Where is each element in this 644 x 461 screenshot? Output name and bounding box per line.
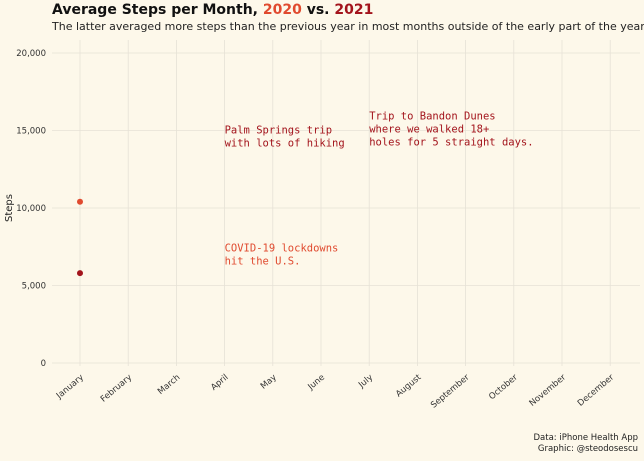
title-vs: vs. — [301, 2, 335, 18]
y-tick-label: 10,000 — [16, 204, 46, 214]
annotation-line: COVID-19 lockdowns — [225, 242, 339, 254]
x-tick-label: July — [356, 373, 375, 391]
title-year-2020: 2020 — [262, 2, 302, 18]
x-tick-label: November — [528, 372, 569, 408]
annotation-line: holes for 5 straight days. — [369, 137, 533, 149]
x-tick-label: May — [259, 373, 279, 392]
annotation-line: Palm Springs trip — [225, 125, 332, 137]
chart-title: Average Steps per Month, 2020 vs. 2021 — [52, 2, 373, 18]
caption-data-source: Data: iPhone Health App — [533, 433, 638, 443]
chart-caption: Data: iPhone Health App Graphic: @steodo… — [534, 433, 638, 455]
y-tick-label: 5,000 — [22, 282, 46, 292]
annotation-line: where we walked 18+ — [369, 124, 489, 136]
y-tick-label: 15,000 — [16, 127, 46, 137]
caption-graphic-credit: Graphic: @steodosescu — [537, 444, 638, 454]
x-tick-label: January — [54, 373, 86, 402]
x-tick-label: June — [306, 373, 327, 393]
x-tick-label: September — [429, 372, 472, 410]
x-tick-label: February — [99, 373, 134, 405]
title-year-2021: 2021 — [334, 2, 374, 18]
annotation-line: Trip to Bandon Dunes — [369, 111, 495, 123]
x-tick-label: August — [394, 372, 424, 399]
x-tick-label: October — [487, 372, 520, 402]
x-tick-label: December — [576, 372, 617, 408]
x-tick-label: March — [156, 373, 182, 397]
y-tick-label: 20,000 — [16, 49, 46, 59]
data-point-2021 — [77, 270, 83, 277]
annotation-line: hit the U.S. — [225, 255, 301, 267]
annotation-line: with lots of hiking — [225, 138, 345, 150]
x-tick-label: April — [209, 373, 230, 393]
y-axis-label: Steps — [4, 194, 15, 222]
y-tick-label: 0 — [41, 359, 46, 369]
chart-subtitle: The latter averaged more steps than the … — [52, 20, 644, 33]
data-point-2020 — [77, 198, 83, 205]
title-prefix: Average Steps per Month, — [52, 2, 263, 18]
